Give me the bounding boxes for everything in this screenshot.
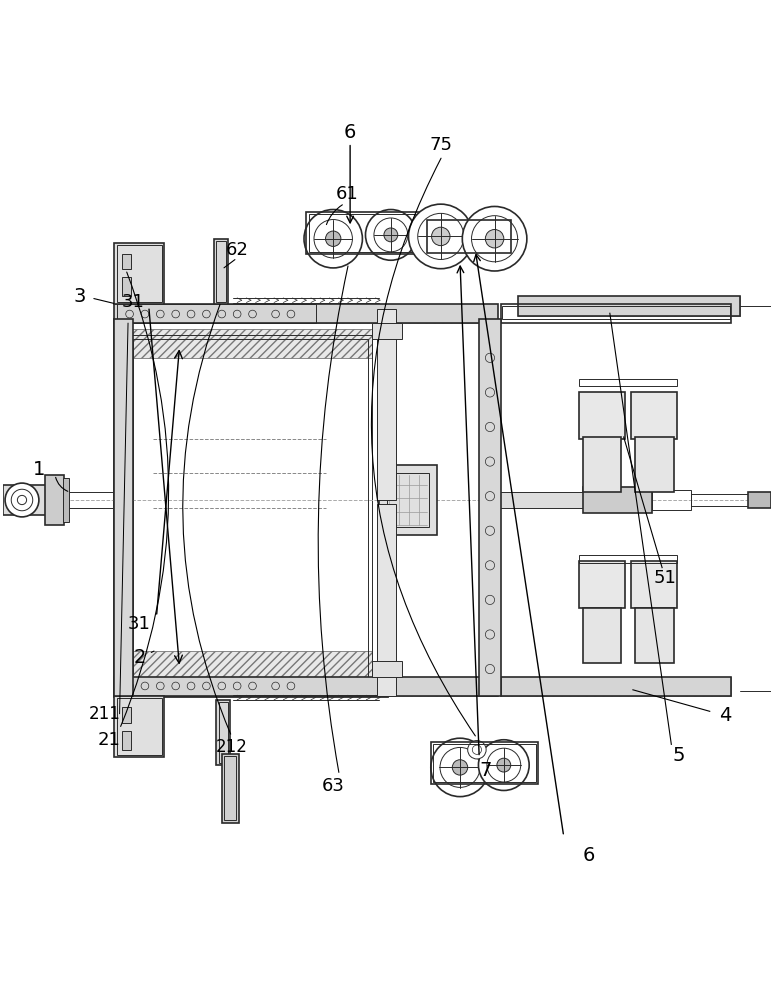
Text: 21: 21 (98, 731, 120, 749)
Bar (224, 756, 236, 820)
Text: 212: 212 (216, 738, 248, 756)
Circle shape (485, 230, 504, 248)
Bar (579, 392, 625, 439)
Bar (118, 304, 279, 323)
Bar (583, 437, 622, 492)
Bar (117, 677, 278, 696)
Circle shape (432, 227, 450, 246)
Bar (115, 696, 164, 757)
Text: 211: 211 (88, 705, 120, 723)
Bar (635, 608, 673, 663)
Bar (632, 561, 677, 608)
Circle shape (326, 231, 341, 246)
Circle shape (409, 204, 473, 269)
Bar (115, 319, 133, 696)
Text: 75: 75 (430, 136, 452, 154)
Bar (222, 754, 238, 823)
Bar (632, 392, 677, 439)
Bar (501, 304, 731, 323)
Bar (129, 329, 372, 358)
Bar (690, 494, 748, 506)
Bar (3, 485, 64, 515)
Bar (133, 339, 368, 677)
Bar (129, 335, 372, 681)
Text: 62: 62 (226, 241, 248, 259)
Bar (133, 339, 368, 677)
Bar (307, 304, 497, 323)
Text: 5: 5 (673, 746, 685, 765)
Text: 61: 61 (336, 185, 358, 203)
Circle shape (304, 210, 362, 268)
Bar (495, 492, 583, 508)
Bar (583, 487, 652, 513)
Text: 4: 4 (719, 706, 731, 725)
Bar (502, 306, 730, 319)
Bar (427, 220, 512, 253)
Bar (129, 651, 372, 681)
Bar (64, 492, 115, 508)
Bar (748, 492, 771, 508)
Bar (583, 608, 622, 663)
Bar (387, 473, 430, 527)
Bar (115, 243, 164, 304)
Bar (377, 309, 396, 500)
Circle shape (365, 210, 416, 260)
Bar (122, 731, 131, 750)
Text: 31: 31 (122, 293, 145, 311)
Bar (122, 254, 131, 269)
Bar (579, 561, 625, 608)
Bar (579, 555, 677, 563)
Text: 6: 6 (582, 846, 594, 865)
Bar (652, 490, 690, 510)
Bar (117, 698, 162, 755)
Bar (307, 212, 426, 254)
Circle shape (452, 760, 467, 775)
Text: 63: 63 (322, 777, 344, 795)
Circle shape (467, 741, 486, 759)
Text: 6: 6 (344, 123, 356, 142)
Bar (579, 379, 677, 386)
Bar (518, 296, 741, 316)
Circle shape (462, 206, 527, 271)
Bar (433, 744, 536, 782)
Bar (431, 742, 539, 784)
Bar (115, 677, 498, 696)
Text: 31: 31 (128, 615, 151, 633)
Bar (309, 214, 423, 252)
Text: 2: 2 (133, 648, 146, 667)
Circle shape (478, 740, 529, 790)
Bar (115, 319, 387, 696)
Bar (214, 239, 228, 304)
Bar (115, 304, 498, 323)
Bar (479, 319, 501, 696)
Bar (117, 245, 162, 302)
Bar (63, 478, 69, 522)
Bar (501, 677, 731, 696)
Text: 7: 7 (479, 761, 491, 780)
Bar (518, 296, 741, 316)
Bar (219, 702, 228, 763)
Bar (379, 465, 437, 535)
Bar (45, 475, 64, 525)
Bar (217, 700, 230, 765)
Bar (122, 707, 131, 723)
Text: 3: 3 (74, 287, 86, 306)
Bar (372, 323, 402, 339)
Bar (377, 504, 396, 696)
Text: 51: 51 (654, 569, 676, 587)
Bar (307, 677, 497, 696)
Circle shape (384, 228, 398, 242)
Circle shape (431, 738, 489, 797)
Bar (217, 241, 226, 302)
Bar (635, 437, 673, 492)
Bar (372, 661, 402, 677)
Circle shape (5, 483, 39, 517)
Text: 1: 1 (33, 460, 45, 479)
Bar (117, 304, 317, 323)
Bar (122, 277, 131, 296)
Circle shape (497, 758, 511, 772)
Bar (501, 677, 731, 696)
